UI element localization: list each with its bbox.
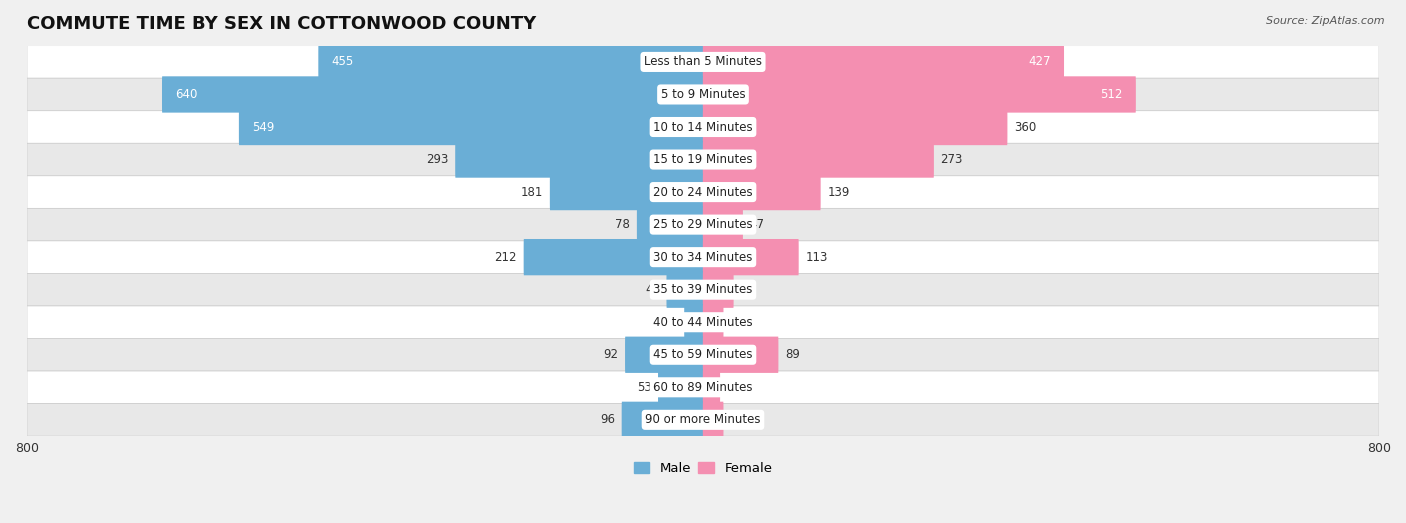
FancyBboxPatch shape	[27, 176, 1379, 208]
Text: 139: 139	[827, 186, 849, 199]
FancyBboxPatch shape	[550, 174, 703, 210]
Text: 24: 24	[730, 413, 745, 426]
Text: 78: 78	[616, 218, 630, 231]
FancyBboxPatch shape	[703, 271, 734, 308]
FancyBboxPatch shape	[626, 337, 703, 373]
Text: 20: 20	[727, 381, 741, 394]
FancyBboxPatch shape	[637, 207, 703, 243]
Text: 549: 549	[252, 120, 274, 133]
Text: Source: ZipAtlas.com: Source: ZipAtlas.com	[1267, 16, 1385, 26]
Text: 293: 293	[426, 153, 449, 166]
FancyBboxPatch shape	[318, 44, 703, 80]
FancyBboxPatch shape	[703, 239, 799, 275]
FancyBboxPatch shape	[27, 404, 1379, 436]
Text: 5 to 9 Minutes: 5 to 9 Minutes	[661, 88, 745, 101]
Text: 45 to 59 Minutes: 45 to 59 Minutes	[654, 348, 752, 361]
FancyBboxPatch shape	[27, 46, 1379, 78]
Text: 512: 512	[1101, 88, 1123, 101]
Text: 36: 36	[740, 283, 755, 296]
Text: 22: 22	[662, 316, 678, 329]
FancyBboxPatch shape	[27, 208, 1379, 241]
Text: 427: 427	[1029, 55, 1052, 69]
Text: 53: 53	[637, 381, 651, 394]
Text: 43: 43	[645, 283, 659, 296]
Text: Less than 5 Minutes: Less than 5 Minutes	[644, 55, 762, 69]
Text: COMMUTE TIME BY SEX IN COTTONWOOD COUNTY: COMMUTE TIME BY SEX IN COTTONWOOD COUNTY	[27, 15, 536, 33]
Text: 47: 47	[749, 218, 765, 231]
FancyBboxPatch shape	[523, 239, 703, 275]
Text: 92: 92	[603, 348, 619, 361]
Text: 60 to 89 Minutes: 60 to 89 Minutes	[654, 381, 752, 394]
FancyBboxPatch shape	[239, 109, 703, 145]
FancyBboxPatch shape	[703, 337, 779, 373]
FancyBboxPatch shape	[27, 371, 1379, 404]
Text: 96: 96	[600, 413, 614, 426]
Text: 360: 360	[1014, 120, 1036, 133]
Legend: Male, Female: Male, Female	[628, 457, 778, 480]
Text: 40 to 44 Minutes: 40 to 44 Minutes	[654, 316, 752, 329]
FancyBboxPatch shape	[703, 304, 724, 340]
FancyBboxPatch shape	[703, 369, 720, 405]
Text: 20 to 24 Minutes: 20 to 24 Minutes	[654, 186, 752, 199]
Text: 455: 455	[332, 55, 353, 69]
Text: 181: 181	[520, 186, 543, 199]
FancyBboxPatch shape	[703, 76, 1136, 112]
Text: 24: 24	[730, 316, 745, 329]
Text: 15 to 19 Minutes: 15 to 19 Minutes	[654, 153, 752, 166]
FancyBboxPatch shape	[27, 306, 1379, 338]
FancyBboxPatch shape	[27, 241, 1379, 274]
FancyBboxPatch shape	[703, 141, 934, 178]
Text: 113: 113	[806, 251, 828, 264]
FancyBboxPatch shape	[27, 143, 1379, 176]
FancyBboxPatch shape	[27, 78, 1379, 111]
Text: 640: 640	[174, 88, 197, 101]
FancyBboxPatch shape	[685, 304, 703, 340]
FancyBboxPatch shape	[703, 44, 1064, 80]
Text: 35 to 39 Minutes: 35 to 39 Minutes	[654, 283, 752, 296]
FancyBboxPatch shape	[703, 402, 724, 438]
Text: 10 to 14 Minutes: 10 to 14 Minutes	[654, 120, 752, 133]
FancyBboxPatch shape	[27, 111, 1379, 143]
FancyBboxPatch shape	[456, 141, 703, 178]
FancyBboxPatch shape	[666, 271, 703, 308]
Text: 273: 273	[941, 153, 963, 166]
FancyBboxPatch shape	[703, 207, 742, 243]
Text: 89: 89	[785, 348, 800, 361]
FancyBboxPatch shape	[703, 109, 1008, 145]
Text: 212: 212	[495, 251, 517, 264]
FancyBboxPatch shape	[162, 76, 703, 112]
FancyBboxPatch shape	[703, 174, 821, 210]
Text: 30 to 34 Minutes: 30 to 34 Minutes	[654, 251, 752, 264]
Text: 25 to 29 Minutes: 25 to 29 Minutes	[654, 218, 752, 231]
FancyBboxPatch shape	[27, 274, 1379, 306]
FancyBboxPatch shape	[27, 338, 1379, 371]
FancyBboxPatch shape	[621, 402, 703, 438]
Text: 90 or more Minutes: 90 or more Minutes	[645, 413, 761, 426]
FancyBboxPatch shape	[658, 369, 703, 405]
